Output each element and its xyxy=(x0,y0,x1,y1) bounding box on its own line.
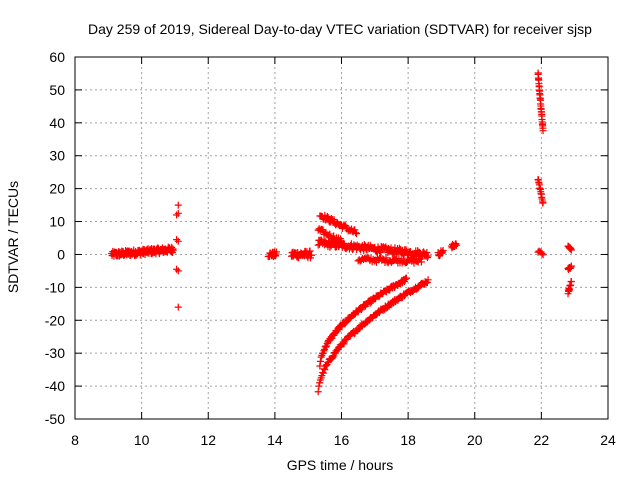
y-tick-label: -30 xyxy=(45,345,65,361)
x-axis-label: GPS time / hours xyxy=(287,457,394,473)
y-tick-label: 10 xyxy=(49,214,65,230)
y-tick-label: 0 xyxy=(57,246,65,262)
x-tick-label: 8 xyxy=(71,432,79,448)
data-point xyxy=(337,235,345,243)
data-point xyxy=(314,388,322,396)
y-tick-label: 20 xyxy=(49,181,65,197)
data-point xyxy=(273,248,281,256)
y-tick-label: -20 xyxy=(45,312,65,328)
data-point xyxy=(567,262,575,270)
grid xyxy=(75,57,608,419)
data-point xyxy=(416,255,424,263)
y-axis-label: SDTVAR / TECUs xyxy=(5,181,21,293)
data-point xyxy=(452,241,460,249)
y-tick-label: 40 xyxy=(49,115,65,131)
data-point xyxy=(352,230,360,238)
data-point xyxy=(306,247,314,255)
data-point xyxy=(539,199,547,207)
data-point xyxy=(338,238,345,246)
data-point xyxy=(366,299,374,307)
y-tick-label: -10 xyxy=(45,279,65,295)
y-tick-label: 30 xyxy=(49,148,65,164)
data-point xyxy=(174,303,182,311)
data-point xyxy=(319,369,327,377)
ticks xyxy=(74,56,609,420)
data-point xyxy=(169,246,177,254)
x-tick-label: 22 xyxy=(534,432,550,448)
data-point xyxy=(424,276,432,284)
data-point xyxy=(320,347,328,355)
data-point xyxy=(330,216,338,224)
data-point xyxy=(340,340,348,348)
data-point xyxy=(340,221,348,229)
y-tick-label: -50 xyxy=(45,411,65,427)
data-point xyxy=(173,265,181,273)
x-tick-label: 18 xyxy=(400,432,416,448)
data-point xyxy=(174,267,182,275)
x-tick-label: 10 xyxy=(134,432,150,448)
data-point xyxy=(317,357,325,365)
data-point xyxy=(326,230,334,238)
data-point xyxy=(327,336,335,344)
data-point xyxy=(324,213,332,221)
data-point xyxy=(402,274,410,282)
data-point xyxy=(322,362,330,370)
data-point xyxy=(439,247,447,255)
y-tick-label: 50 xyxy=(49,82,65,98)
data-point xyxy=(174,201,182,209)
chart-title: Day 259 of 2019, Sidereal Day-to-day VTE… xyxy=(88,21,592,37)
data-point xyxy=(174,237,182,245)
data-point xyxy=(539,127,547,135)
x-tick-label: 24 xyxy=(600,432,616,448)
x-tick-label: 12 xyxy=(200,432,216,448)
data-point xyxy=(567,278,575,286)
data-point xyxy=(315,382,323,390)
data-point xyxy=(417,258,425,266)
data-point xyxy=(173,236,181,244)
data-point xyxy=(323,212,331,220)
tick-labels: 8 10 12 14 16 18 20 22 24 -50 -40 -30 -20 -10 0 10 20 30 4… xyxy=(45,49,616,448)
y-tick-label: 60 xyxy=(49,49,65,65)
data-point xyxy=(174,209,182,217)
data-point xyxy=(308,251,316,259)
x-tick-label: 16 xyxy=(334,432,350,448)
data-point xyxy=(567,246,575,254)
data-point xyxy=(321,366,329,374)
data-point xyxy=(329,353,337,361)
data-point xyxy=(326,243,334,251)
data-point xyxy=(401,275,409,283)
data-point xyxy=(379,255,387,263)
x-tick-label: 20 xyxy=(467,432,483,448)
data-point xyxy=(423,249,431,257)
data-point xyxy=(539,251,547,259)
data-point xyxy=(322,343,330,351)
data-point xyxy=(382,254,390,262)
x-tick-label: 14 xyxy=(267,432,283,448)
data-point xyxy=(173,211,181,219)
data-point xyxy=(423,254,431,262)
y-tick-label: -40 xyxy=(45,378,65,394)
data-point xyxy=(338,323,346,331)
data-points xyxy=(108,69,575,396)
data-point xyxy=(538,250,546,258)
data-point xyxy=(424,252,432,260)
data-point xyxy=(352,229,360,237)
